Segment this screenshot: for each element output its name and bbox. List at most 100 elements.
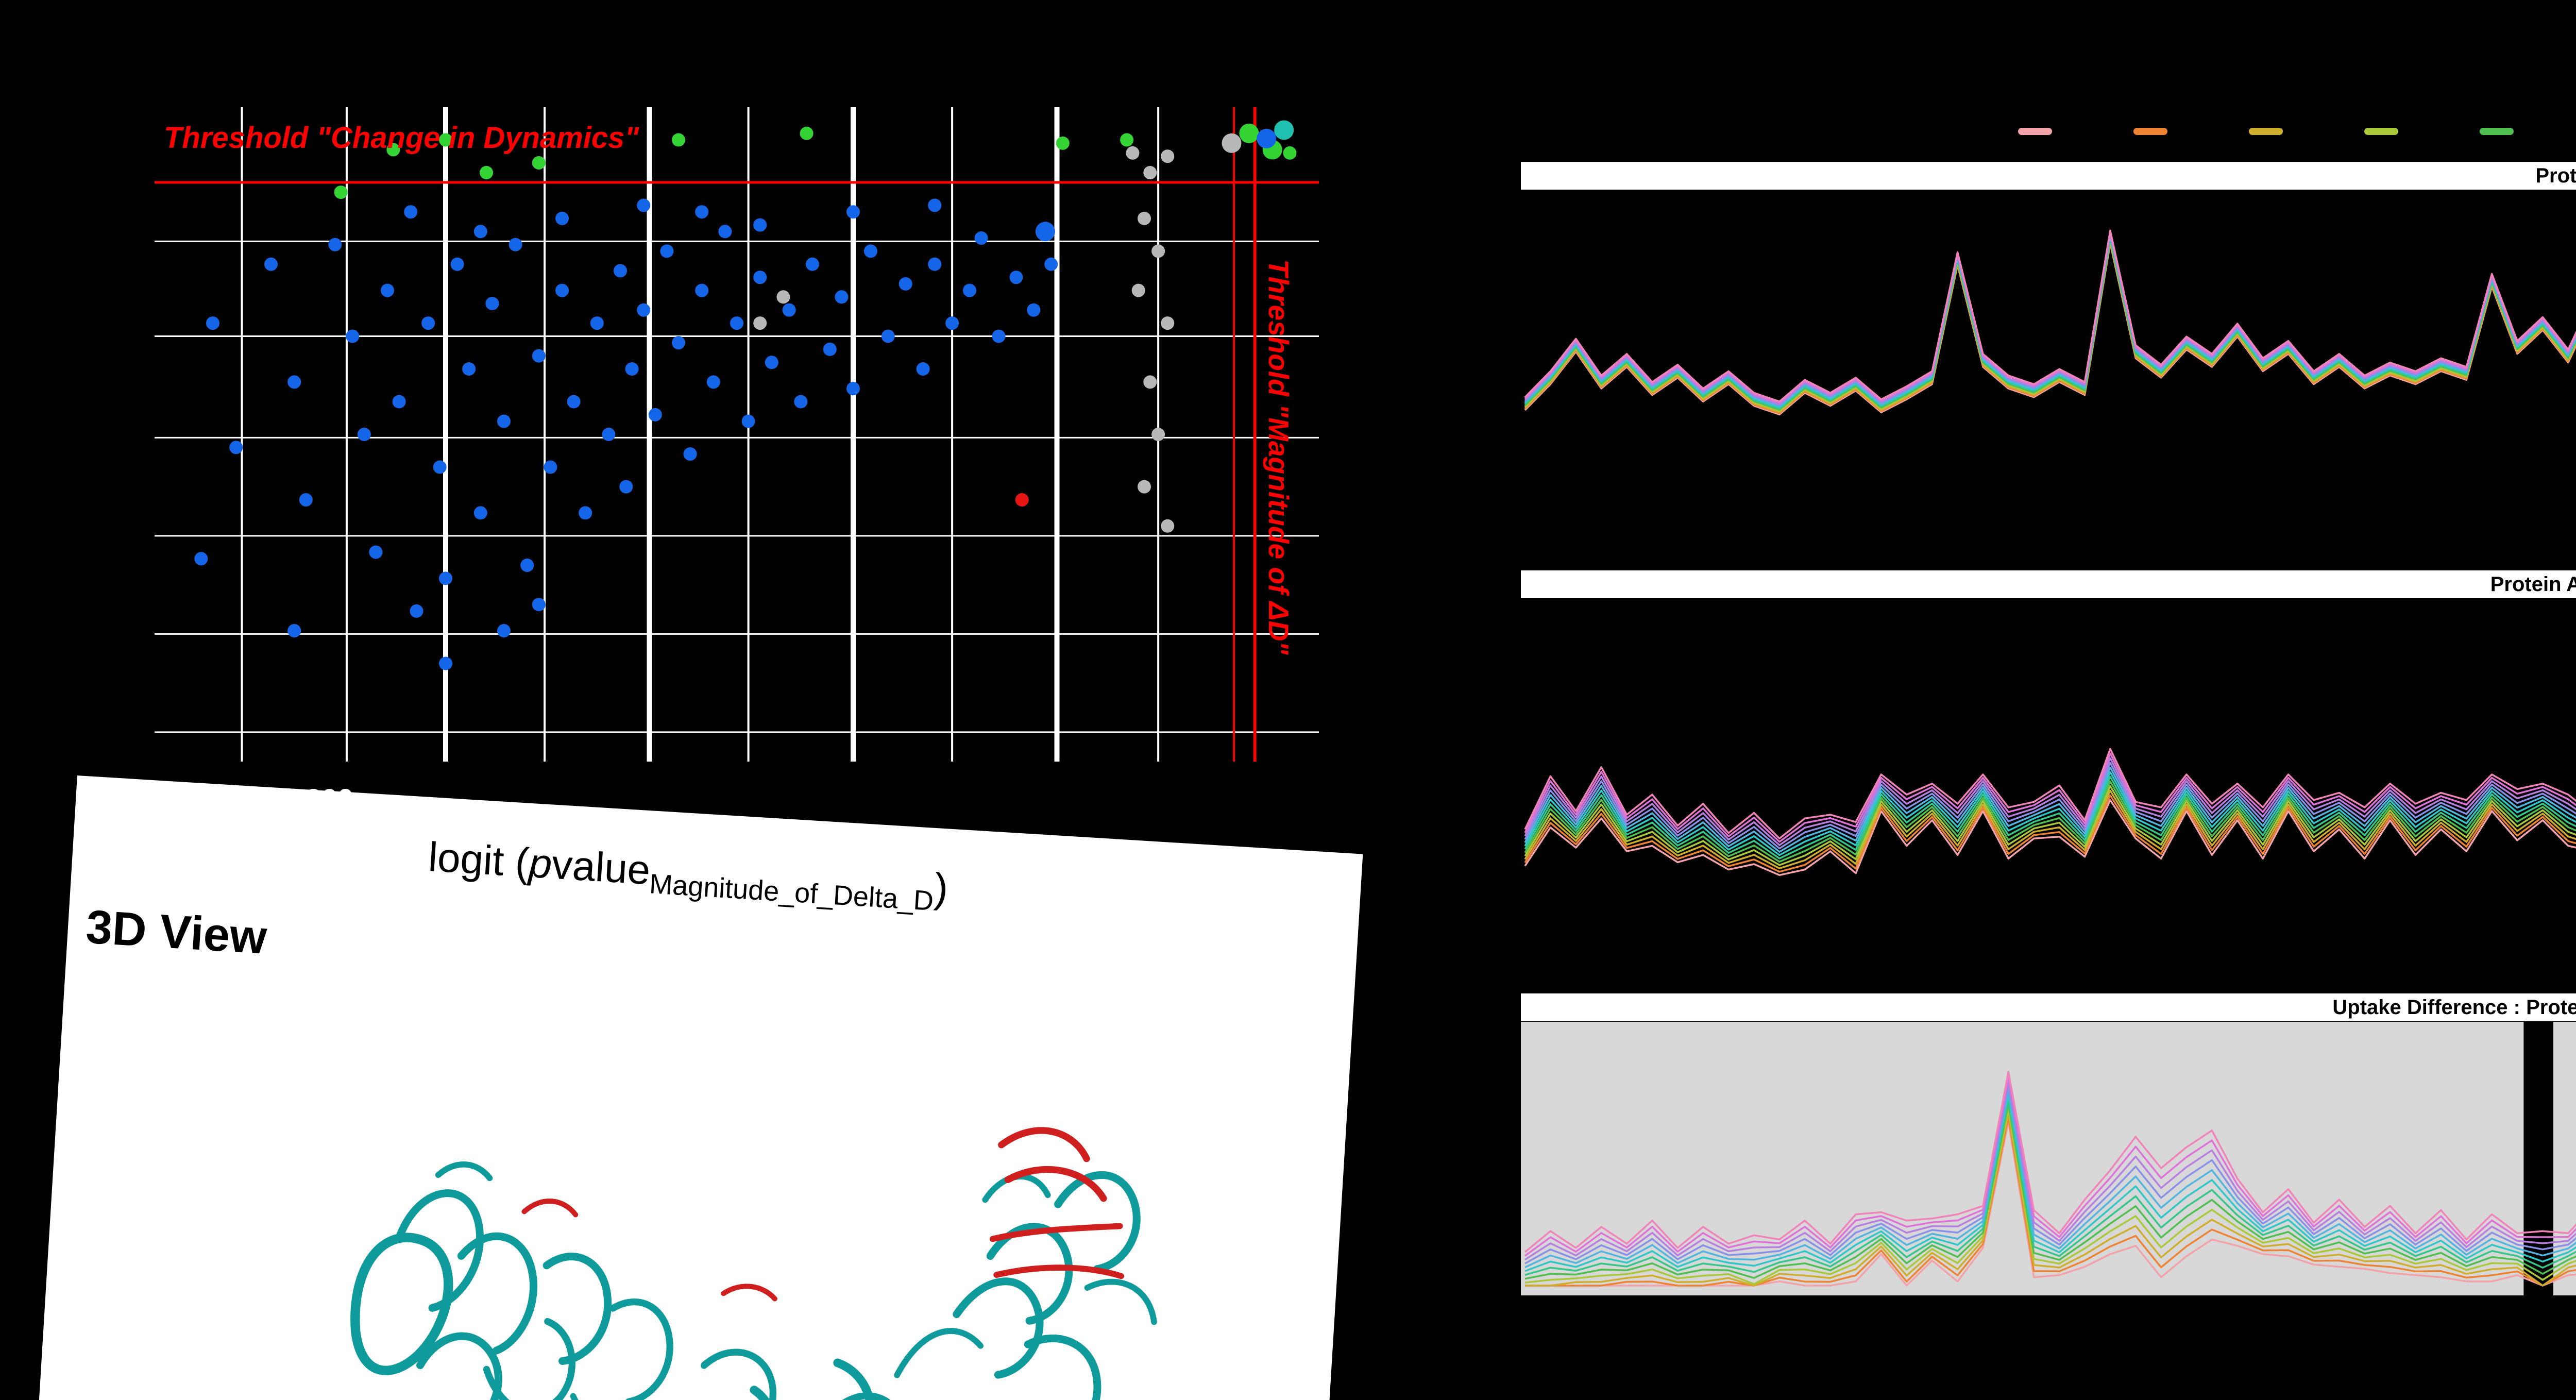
scatter-point[interactable] <box>776 290 790 304</box>
scatter-point[interactable] <box>672 336 685 350</box>
scatter-point[interactable] <box>485 297 499 310</box>
scatter-point[interactable] <box>614 264 627 278</box>
scatter-point[interactable] <box>637 198 651 212</box>
legend-timepoint-dash[interactable] <box>2133 128 2167 135</box>
scatter-point[interactable] <box>765 356 778 369</box>
scatter-point[interactable] <box>782 303 796 317</box>
uptake-series-line[interactable] <box>1524 692 2576 846</box>
scatter-point[interactable] <box>1126 146 1140 160</box>
scatter-point[interactable] <box>1161 316 1175 330</box>
uptake-series-line[interactable] <box>1525 1121 2576 1287</box>
scatter-point[interactable] <box>1274 120 1294 140</box>
uptake-series-line[interactable] <box>1524 233 2576 406</box>
uptake-chart-protein-a-ligand[interactable] <box>1521 598 2576 974</box>
scatter-point[interactable] <box>805 257 819 271</box>
3d-view-panel[interactable]: logit (pvalueMagnitude_of_Delta_D) 3D Vi… <box>29 775 1363 1400</box>
scatter-point[interactable] <box>1027 303 1041 317</box>
scatter-point[interactable] <box>544 460 557 474</box>
uptake-series-line[interactable] <box>1524 240 2576 438</box>
scatter-point[interactable] <box>1239 123 1259 143</box>
uptake-series-line[interactable] <box>1524 726 2576 866</box>
uptake-series-line[interactable] <box>1524 744 2576 876</box>
scatter-point[interactable] <box>439 133 452 147</box>
scatter-point[interactable] <box>439 656 452 670</box>
scatter-point[interactable] <box>421 316 435 330</box>
scatter-point[interactable] <box>753 218 767 232</box>
scatter-point[interactable] <box>619 480 633 494</box>
legend-timepoint-dash[interactable] <box>2249 128 2283 135</box>
scatter-point[interactable] <box>532 156 546 170</box>
uptake-series-line[interactable] <box>1524 714 2576 859</box>
scatter-point[interactable] <box>648 408 662 421</box>
scatter-point[interactable] <box>794 395 808 409</box>
scatter-point[interactable] <box>410 604 423 618</box>
scatter-point[interactable] <box>264 257 278 271</box>
scatter-point[interactable] <box>1138 480 1151 494</box>
scatter-point[interactable] <box>1131 283 1145 297</box>
scatter-point[interactable] <box>753 271 767 284</box>
protein-structure-3d[interactable] <box>173 969 1239 1400</box>
scatter-point[interactable] <box>695 205 709 219</box>
scatter-point[interactable] <box>835 290 849 304</box>
scatter-point[interactable] <box>497 624 511 637</box>
scatter-point[interactable] <box>881 329 895 343</box>
scatter-point[interactable] <box>800 126 814 140</box>
scatter-point[interactable] <box>602 428 616 441</box>
scatter-point[interactable] <box>928 257 942 271</box>
scatter-point[interactable] <box>683 447 697 461</box>
scatter-point[interactable] <box>1009 271 1023 284</box>
scatter-point[interactable] <box>741 414 755 428</box>
scatter-point[interactable] <box>660 244 674 258</box>
scatter-point[interactable] <box>1161 519 1175 533</box>
scatter-point[interactable] <box>863 244 877 258</box>
uptake-series-line[interactable] <box>1524 737 2576 873</box>
scatter-point[interactable] <box>357 428 371 441</box>
scatter-point[interactable] <box>695 283 709 297</box>
uptake-series-line[interactable] <box>1524 241 2576 443</box>
uptake-series-line[interactable] <box>1524 234 2576 408</box>
scatter-point[interactable] <box>532 598 546 612</box>
uptake-series-line[interactable] <box>1525 1116 2576 1287</box>
scatter-point[interactable] <box>194 552 208 566</box>
scatter-point[interactable] <box>974 231 988 245</box>
uptake-series-line[interactable] <box>1524 242 2576 443</box>
legend-timepoint-dash[interactable] <box>2364 128 2398 135</box>
scatter-point[interactable] <box>579 506 592 520</box>
scatter-point[interactable] <box>473 225 487 239</box>
uptake-series-line[interactable] <box>1524 1079 2576 1269</box>
volcano-plot[interactable]: Threshold "Change in Dynamics" Threshold… <box>155 107 1319 762</box>
uptake-series-line[interactable] <box>1524 692 2576 840</box>
scatter-point[interactable] <box>672 133 685 147</box>
uptake-series-line[interactable] <box>1524 1089 2576 1272</box>
scatter-point[interactable] <box>287 624 301 637</box>
uptake-series-line[interactable] <box>1525 1112 2576 1287</box>
scatter-point[interactable] <box>1151 244 1165 258</box>
scatter-point[interactable] <box>1161 149 1175 163</box>
scatter-point[interactable] <box>945 316 959 330</box>
scatter-point[interactable] <box>590 316 604 330</box>
scatter-point[interactable] <box>206 316 219 330</box>
scatter-point[interactable] <box>1138 211 1151 225</box>
uptake-series-line[interactable] <box>1524 1093 2576 1274</box>
uptake-series-line[interactable] <box>1524 701 2576 853</box>
scatter-point[interactable] <box>480 166 494 179</box>
scatter-point[interactable] <box>299 493 313 507</box>
scatter-point[interactable] <box>497 414 511 428</box>
scatter-point[interactable] <box>520 559 534 572</box>
scatter-point[interactable] <box>1143 166 1157 179</box>
scatter-point[interactable] <box>1056 136 1070 150</box>
uptake-series-line[interactable] <box>1524 1107 2576 1285</box>
scatter-point[interactable] <box>823 342 837 356</box>
scatter-point[interactable] <box>287 375 301 389</box>
scatter-point[interactable] <box>730 316 743 330</box>
scatter-point[interactable] <box>392 395 406 409</box>
scatter-point[interactable] <box>963 283 976 297</box>
uptake-chart-protein-a[interactable] <box>1521 190 2576 566</box>
uptake-series-line[interactable] <box>1524 220 2576 404</box>
scatter-point[interactable] <box>899 277 912 291</box>
uptake-series-line[interactable] <box>1524 692 2576 843</box>
uptake-series-line[interactable] <box>1524 235 2576 409</box>
scatter-point[interactable] <box>346 329 360 343</box>
uptake-series-line[interactable] <box>1524 1071 2576 1264</box>
uptake-series-line[interactable] <box>1524 1103 2576 1280</box>
